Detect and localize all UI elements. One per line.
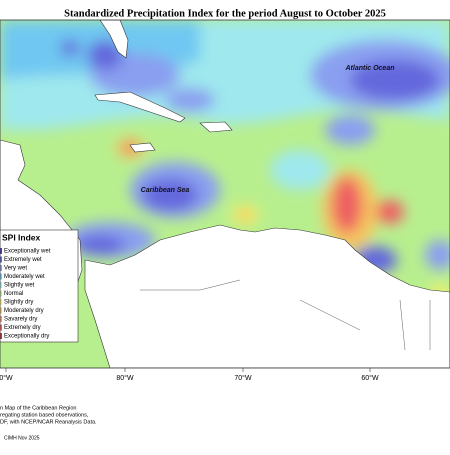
- legend-swatch: [0, 248, 2, 254]
- legend-swatch: [0, 290, 2, 297]
- legend-swatch: [0, 282, 2, 288]
- tick-label: 80°W: [116, 374, 134, 382]
- sea-label: Caribbean Sea: [141, 187, 190, 194]
- footer-line: regating station based observations,: [0, 412, 89, 418]
- map: Atlantic Ocean Caribbean Sea SPI Index E…: [0, 20, 450, 368]
- legend-swatch: [0, 316, 2, 322]
- legend-label: Very wet: [4, 266, 27, 272]
- footer-line: DF, with NCEP/NCAR Reanalysis Data.: [0, 419, 97, 425]
- legend-label: Normal: [4, 291, 23, 297]
- legend-swatch: [0, 324, 2, 331]
- tick-label: 0°W: [0, 374, 13, 382]
- ocean-label: Atlantic Ocean: [344, 65, 394, 72]
- legend: Exceptionally wet Extremely wet Very wet Mo…: [0, 248, 51, 340]
- legend-swatch: [0, 256, 2, 263]
- legend-swatch: [0, 273, 2, 280]
- legend-label: Exceptionally wet: [4, 249, 51, 255]
- legend-label: Moderately wet: [4, 274, 45, 280]
- tick-label: 60°W: [361, 374, 379, 382]
- legend-title: SPI Index: [2, 232, 41, 242]
- legend-label: Moderately dry: [4, 308, 44, 314]
- legend-label: Slightly wet: [4, 283, 35, 289]
- legend-label: Extremely dry: [4, 325, 41, 331]
- legend-swatch: [0, 307, 2, 314]
- tick-label: 70°W: [234, 374, 252, 382]
- footer-line: n Map of the Caribbean Region: [0, 405, 76, 411]
- legend-label: Slightly dry: [4, 300, 33, 306]
- legend-swatch: [0, 299, 2, 305]
- footer-credit: CIMH Nov 2025: [4, 435, 40, 441]
- legend-label: Savarely dry: [4, 317, 37, 323]
- title: Standardized Precipitation Index for the…: [64, 8, 386, 19]
- legend-label: Extremely wet: [4, 257, 42, 263]
- legend-label: Exceptionally dry: [4, 334, 49, 340]
- legend-swatch: [0, 333, 2, 339]
- legend-swatch: [0, 265, 2, 271]
